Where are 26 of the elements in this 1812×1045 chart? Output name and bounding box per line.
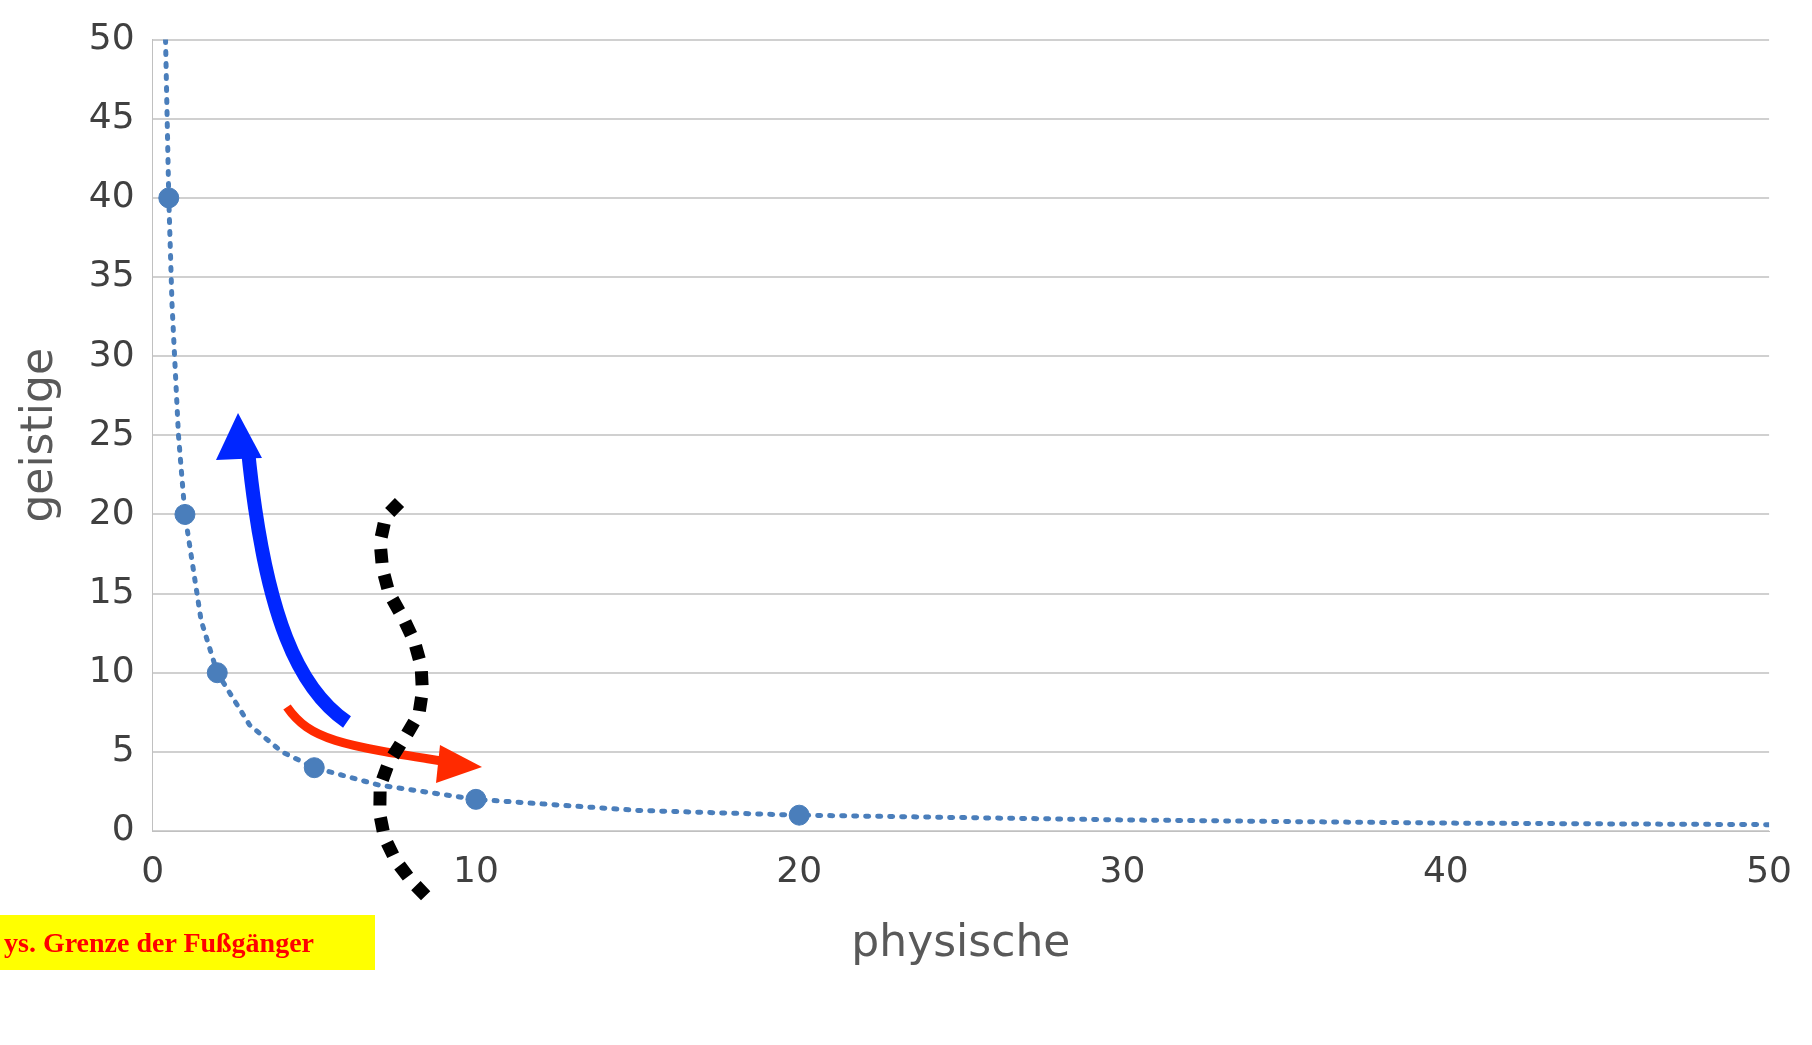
x-tick-label: 50 (1746, 848, 1792, 890)
x-tick-label: 0 (141, 848, 165, 890)
y-tick-label: 10 (88, 649, 135, 691)
x-tick-label: 10 (453, 848, 499, 890)
y-tick-label: 30 (88, 332, 135, 374)
point (303, 757, 325, 779)
y-tick-label: 50 (88, 15, 135, 57)
x-tick-label: 40 (1422, 848, 1469, 890)
x-tick-label: 30 (1099, 848, 1146, 890)
point (788, 804, 810, 826)
y-axis-title: geistige (10, 347, 62, 523)
y-tick-label: 25 (88, 411, 135, 453)
point (206, 662, 228, 684)
point (465, 788, 487, 810)
y-tick-label: 45 (88, 95, 135, 137)
x-tick-label: 20 (776, 848, 823, 890)
y-tick-label: 5 (111, 728, 135, 770)
point (158, 187, 180, 209)
y-tick-label: 0 (111, 807, 135, 849)
y-tick-label: 40 (88, 174, 135, 216)
text: ys. Grenze der Fußgänger (0, 915, 375, 970)
y-tick-label: 15 (88, 569, 135, 611)
point (174, 503, 196, 525)
y-tick-label: 20 (88, 490, 135, 532)
y-tick-label: 35 (88, 253, 135, 295)
x-axis-title: physische (851, 915, 1071, 967)
